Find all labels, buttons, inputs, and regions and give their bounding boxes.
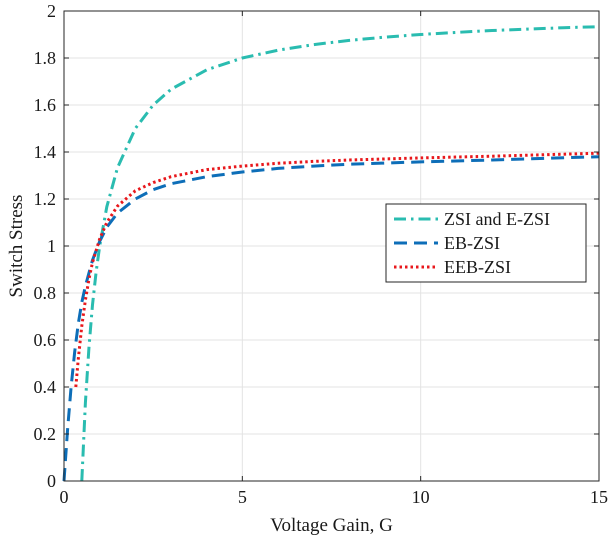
y-tick-label: 1.4: [34, 142, 57, 162]
y-tick-label: 0.2: [34, 424, 57, 444]
y-tick-label: 1.6: [34, 95, 57, 115]
legend-label-zsi-and-e-zsi: ZSI and E-ZSI: [444, 209, 550, 229]
legend-label-eeb-zsi: EEB-ZSI: [444, 257, 511, 277]
x-tick-label: 10: [412, 487, 430, 507]
axis-ticks: 0 5 10 15 0 0.2 0.4 0.6 0.8 1 1.2 1.4 1.6 1.8 2: [34, 1, 609, 507]
y-axis-title: Switch Stress: [6, 195, 27, 298]
y-tick-label: 1: [47, 236, 56, 256]
legend-label-eb-zsi: EB-ZSI: [444, 233, 500, 253]
x-tick-label: 5: [238, 487, 247, 507]
y-tick-label: 0.8: [34, 283, 57, 303]
x-tick-label: 0: [60, 487, 69, 507]
series-line-eeb-zsi: [74, 151, 600, 388]
legend: ZSI and E-ZSI EB-ZSI EEB-ZSI: [385, 203, 587, 283]
y-tick-label: 0: [47, 471, 56, 491]
y-tick-label: 2: [47, 1, 56, 21]
x-axis-title: Voltage Gain, G: [270, 515, 393, 536]
series-line-eb-zsi: [62, 155, 600, 482]
y-tick-label: 0.4: [34, 377, 57, 397]
y-tick-label: 1.8: [34, 48, 57, 68]
y-tick-label: 0.6: [34, 330, 57, 350]
series-line-zsi-and-e-zsi: [80, 25, 600, 482]
x-tick-label: 15: [590, 487, 608, 507]
y-tick-label: 1.2: [34, 189, 57, 209]
series-lines: [62, 25, 600, 482]
